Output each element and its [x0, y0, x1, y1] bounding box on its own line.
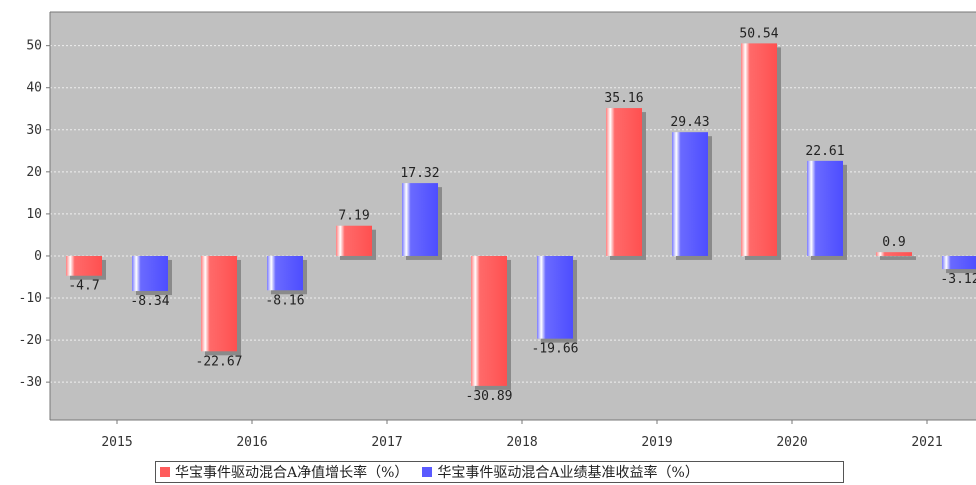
data-label: 17.32: [400, 166, 439, 181]
y-tick-label: -20: [19, 333, 42, 348]
legend-label-benchmark: 华宝事件驱动混合A业绩基准收益率（%）: [437, 465, 699, 481]
bar: [402, 183, 438, 256]
legend-swatch-red-icon: [160, 467, 170, 477]
x-tick-label: 2020: [776, 435, 807, 450]
legend: 华宝事件驱动混合A净值增长率（%） 华宝事件驱动混合A业绩基准收益率（%）: [155, 461, 844, 483]
data-label: -3.12: [940, 272, 976, 287]
data-label: 7.19: [338, 209, 369, 224]
x-tick-label: 2015: [101, 435, 132, 450]
data-label: -8.16: [265, 293, 304, 308]
data-label: -22.67: [196, 354, 243, 369]
data-label: 35.16: [604, 91, 643, 106]
legend-swatch-blue-icon: [422, 467, 433, 477]
bar: [201, 255, 237, 352]
bar: [267, 255, 303, 291]
bar: [672, 132, 708, 256]
bars: [66, 43, 976, 390]
y-tick-label: 20: [26, 165, 42, 180]
bar: [876, 252, 912, 256]
bar: [66, 255, 102, 276]
bar-shadow: [880, 256, 916, 260]
x-tick-label: 2019: [641, 435, 672, 450]
x-tick-label: 2018: [506, 435, 537, 450]
y-tick-label: -10: [19, 291, 42, 306]
data-label: -8.34: [130, 294, 169, 309]
x-tick-label: 2017: [371, 435, 402, 450]
bar: [741, 43, 777, 256]
x-tick-label: 2021: [911, 435, 942, 450]
y-tick-label: 40: [26, 81, 42, 96]
bar: [807, 160, 843, 256]
y-tick-label: 0: [34, 249, 42, 264]
y-tick-label: 50: [26, 39, 42, 54]
x-tick-label: 2016: [236, 435, 267, 450]
legend-item-nav-growth: 华宝事件驱动混合A净值增长率（%）: [160, 462, 408, 482]
legend-label-nav-growth: 华宝事件驱动混合A净值增长率（%）: [175, 465, 409, 481]
bar: [336, 225, 372, 256]
bar: [537, 255, 573, 339]
data-label: 0.9: [882, 235, 905, 250]
y-tick-label: 10: [26, 207, 42, 222]
data-label: -19.66: [532, 342, 579, 357]
data-labels: -4.7 -22.67 7.19 -30.89 35.16 50.54 0.9 -8.34 -8…: [68, 26, 976, 404]
axes: -30 -20 -10 0 10 20 30 40 50 2015 2016 2017 2018 2019…: [19, 11, 976, 450]
bar: [132, 255, 168, 292]
y-tick-label: -30: [19, 375, 42, 390]
data-label: -4.7: [68, 279, 99, 294]
y-tick-label: 30: [26, 123, 42, 138]
data-label: 22.61: [805, 144, 844, 159]
legend-item-benchmark: 华宝事件驱动混合A业绩基准收益率（%）: [422, 462, 699, 482]
bar: [942, 255, 976, 270]
data-label: 50.54: [739, 26, 778, 41]
data-label: -30.89: [466, 389, 513, 404]
data-label: 29.43: [670, 115, 709, 130]
bar: [606, 108, 642, 256]
bar: [471, 255, 507, 386]
